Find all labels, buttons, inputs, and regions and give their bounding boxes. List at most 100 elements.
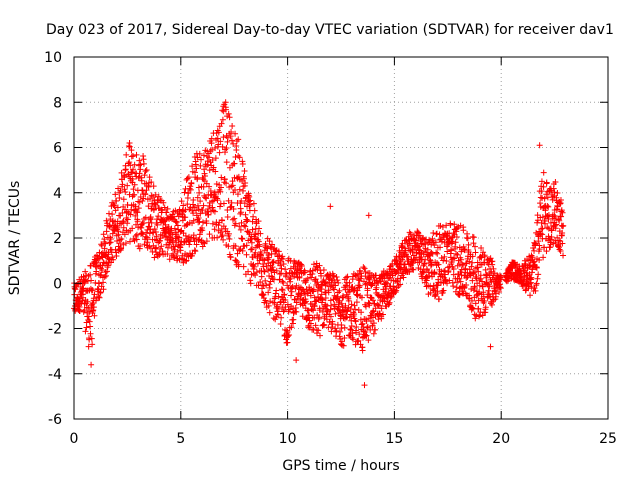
data-point <box>215 222 222 229</box>
data-point <box>206 154 213 161</box>
data-point <box>458 272 465 279</box>
data-point <box>247 280 254 287</box>
data-point <box>184 201 191 208</box>
data-point <box>545 203 552 210</box>
data-point <box>293 308 300 315</box>
data-point <box>446 277 453 284</box>
data-point <box>129 169 136 176</box>
data-point <box>258 251 265 258</box>
data-point <box>170 250 177 257</box>
data-point <box>451 221 458 228</box>
data-point <box>469 253 476 260</box>
data-point <box>316 262 323 269</box>
data-point <box>298 261 305 268</box>
data-point <box>131 207 138 214</box>
data-point <box>274 311 281 318</box>
data-point <box>182 206 189 213</box>
data-point <box>230 140 237 147</box>
data-point <box>189 163 196 170</box>
data-point <box>265 289 272 296</box>
data-point <box>541 195 548 202</box>
data-point <box>161 218 168 225</box>
data-point <box>218 174 225 181</box>
data-point <box>532 287 539 294</box>
data-point <box>296 273 303 280</box>
data-point <box>208 191 215 198</box>
data-point <box>483 280 490 287</box>
data-point <box>450 266 457 273</box>
data-point <box>136 157 143 164</box>
data-point <box>538 178 545 185</box>
data-point <box>225 230 232 237</box>
data-point <box>234 250 241 257</box>
data-point <box>102 240 109 247</box>
data-point <box>99 266 106 273</box>
data-point <box>470 240 477 247</box>
data-point <box>93 297 100 304</box>
data-point <box>223 144 230 151</box>
data-point <box>253 269 260 276</box>
data-point <box>307 320 314 327</box>
x-axis-label: GPS time / hours <box>282 458 399 474</box>
data-point <box>217 138 224 145</box>
data-point <box>82 276 89 283</box>
data-point <box>132 233 139 240</box>
data-point <box>388 293 395 300</box>
data-point <box>309 270 316 277</box>
data-point <box>538 188 545 195</box>
data-point <box>480 249 487 256</box>
data-point <box>76 307 83 314</box>
data-point <box>437 244 444 251</box>
data-point <box>114 224 121 231</box>
data-point <box>278 314 285 321</box>
data-point <box>85 343 92 350</box>
data-point <box>271 276 278 283</box>
data-point <box>270 258 277 265</box>
data-point <box>190 210 197 217</box>
data-point <box>388 277 395 284</box>
data-point <box>433 249 440 256</box>
data-point <box>284 301 291 308</box>
data-point <box>371 300 378 307</box>
data-point <box>76 295 83 302</box>
data-point <box>293 282 300 289</box>
data-point <box>120 218 127 225</box>
data-point <box>86 308 93 315</box>
data-point <box>470 234 477 241</box>
data-point <box>266 281 273 288</box>
data-point <box>289 283 296 290</box>
data-point <box>456 291 463 298</box>
data-point <box>288 288 295 295</box>
data-point <box>313 297 320 304</box>
data-point <box>288 324 295 331</box>
data-point <box>351 302 358 309</box>
data-point <box>557 196 564 203</box>
data-point <box>217 184 224 191</box>
data-point <box>212 168 219 175</box>
data-point <box>188 179 195 186</box>
data-point <box>129 152 136 159</box>
data-point <box>154 221 161 228</box>
data-point <box>496 289 503 296</box>
data-point <box>329 276 336 283</box>
data-point <box>275 293 282 300</box>
data-point <box>89 287 96 294</box>
data-point <box>265 302 272 309</box>
data-point <box>548 233 555 240</box>
data-point <box>282 266 289 273</box>
data-point <box>242 211 249 218</box>
data-point <box>266 284 273 291</box>
data-point <box>312 276 319 283</box>
data-point <box>482 304 489 311</box>
data-point <box>383 279 390 286</box>
data-point <box>87 323 94 330</box>
data-point <box>553 221 560 228</box>
data-point <box>273 267 280 274</box>
data-point <box>460 227 467 234</box>
data-point <box>240 263 247 270</box>
data-point <box>489 301 496 308</box>
data-point <box>427 289 434 296</box>
x-tick-label: 20 <box>492 431 510 447</box>
data-point <box>158 243 165 250</box>
